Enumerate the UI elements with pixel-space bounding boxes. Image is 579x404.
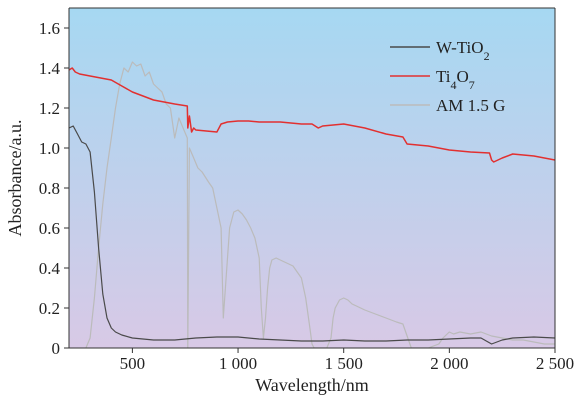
- plot-background: [69, 8, 555, 348]
- legend-label-am-1-5-g: AM 1.5 G: [436, 96, 505, 115]
- x-tick-label: 2 000: [430, 354, 468, 373]
- y-tick-label: 0.8: [39, 179, 60, 198]
- x-tick-label: 2 500: [536, 354, 574, 373]
- y-tick-label: 1.0: [39, 139, 60, 158]
- y-tick-label: 0.2: [39, 299, 60, 318]
- x-tick-label: 1 000: [219, 354, 257, 373]
- y-tick-label: 0.6: [39, 219, 60, 238]
- legend: W-TiO2 Ti4O7 AM 1.5 G: [390, 38, 505, 115]
- legend-label-ti4o7: Ti4O7: [436, 67, 475, 92]
- series-line-am-1-5-g: [85, 61, 555, 348]
- series-line-w-tio2: [69, 125, 555, 345]
- y-tick-label: 0: [52, 339, 61, 358]
- series-layer: [69, 61, 555, 348]
- y-tick-label: 1.2: [39, 99, 60, 118]
- axes-layer: 500 1 000 1 500 2 000 2 500 0 0.2 0.4 0.6 0.8 1.0 1…: [39, 7, 574, 373]
- y-tick-label: 0.4: [39, 259, 61, 278]
- x-tick-label: 1 500: [325, 354, 363, 373]
- y-axis-title: Absorbance/a.u.: [5, 120, 25, 237]
- x-tick-label: 500: [120, 354, 146, 373]
- legend-label-w-tio2: W-TiO2: [436, 38, 490, 63]
- x-axis-title: Wavelength/nm: [255, 375, 369, 395]
- series-line-ti4o7: [69, 67, 555, 163]
- y-tick-label: 1.6: [39, 19, 60, 38]
- y-tick-label: 1.4: [39, 59, 61, 78]
